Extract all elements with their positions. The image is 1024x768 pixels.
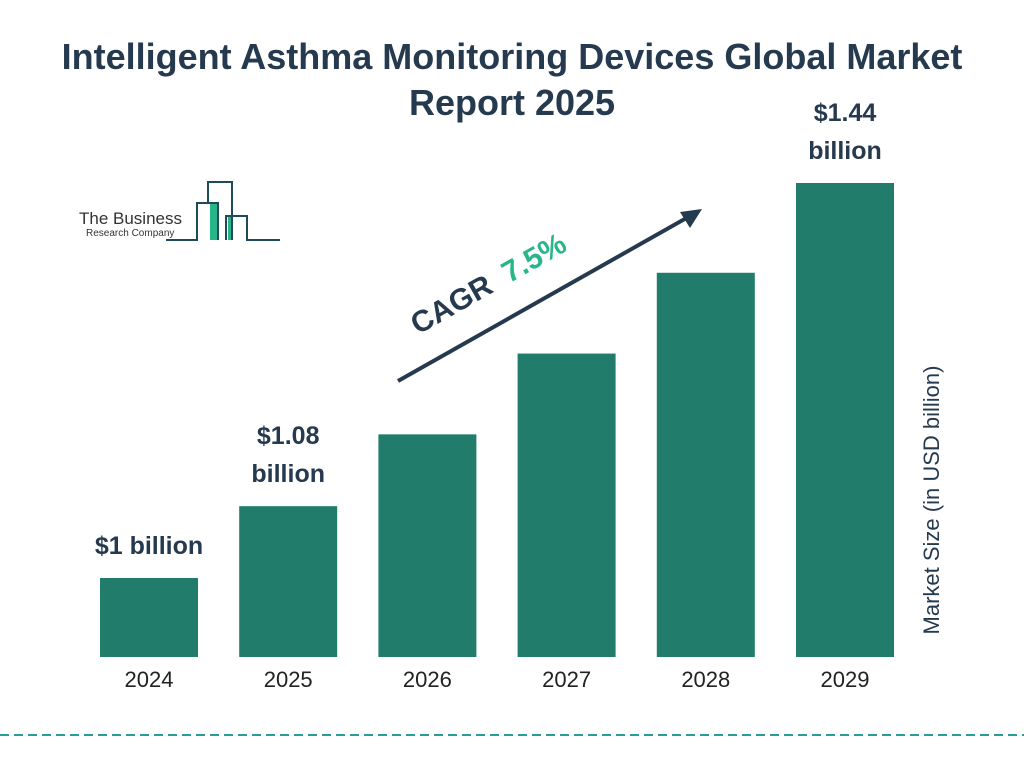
logo: The Business Research Company xyxy=(79,181,280,241)
x-tick-label: 2025 xyxy=(264,667,313,692)
bar-2026 xyxy=(378,434,477,657)
svg-text:CAGR 7.5%: CAGR 7.5% xyxy=(405,227,572,341)
data-label: $1.44 xyxy=(814,99,877,127)
data-label: billion xyxy=(808,137,882,165)
y-axis-label: Market Size (in USD billion) xyxy=(919,365,944,635)
bar-2027 xyxy=(517,353,616,657)
data-label: $1 billion xyxy=(95,532,203,560)
logo-text-line2: Research Company xyxy=(86,228,174,239)
bar-2029 xyxy=(796,183,894,657)
logo-text-line1: The Business xyxy=(79,209,182,228)
cagr-value: 7.5% xyxy=(496,227,572,289)
bar-2028 xyxy=(656,272,755,657)
x-tick-label: 2029 xyxy=(821,667,870,692)
data-label: $1.08 xyxy=(257,422,320,450)
x-tick-label: 2024 xyxy=(125,667,174,692)
bar-2024 xyxy=(100,578,198,657)
x-tick-label: 2027 xyxy=(542,667,591,692)
data-label: billion xyxy=(251,460,325,488)
chart-title: Intelligent Asthma Monitoring Devices Gl… xyxy=(61,36,963,123)
x-tick-label: 2026 xyxy=(403,667,452,692)
x-tick-label: 2028 xyxy=(681,667,730,692)
bar-2025 xyxy=(239,506,338,657)
arrow-head-icon xyxy=(680,209,702,228)
